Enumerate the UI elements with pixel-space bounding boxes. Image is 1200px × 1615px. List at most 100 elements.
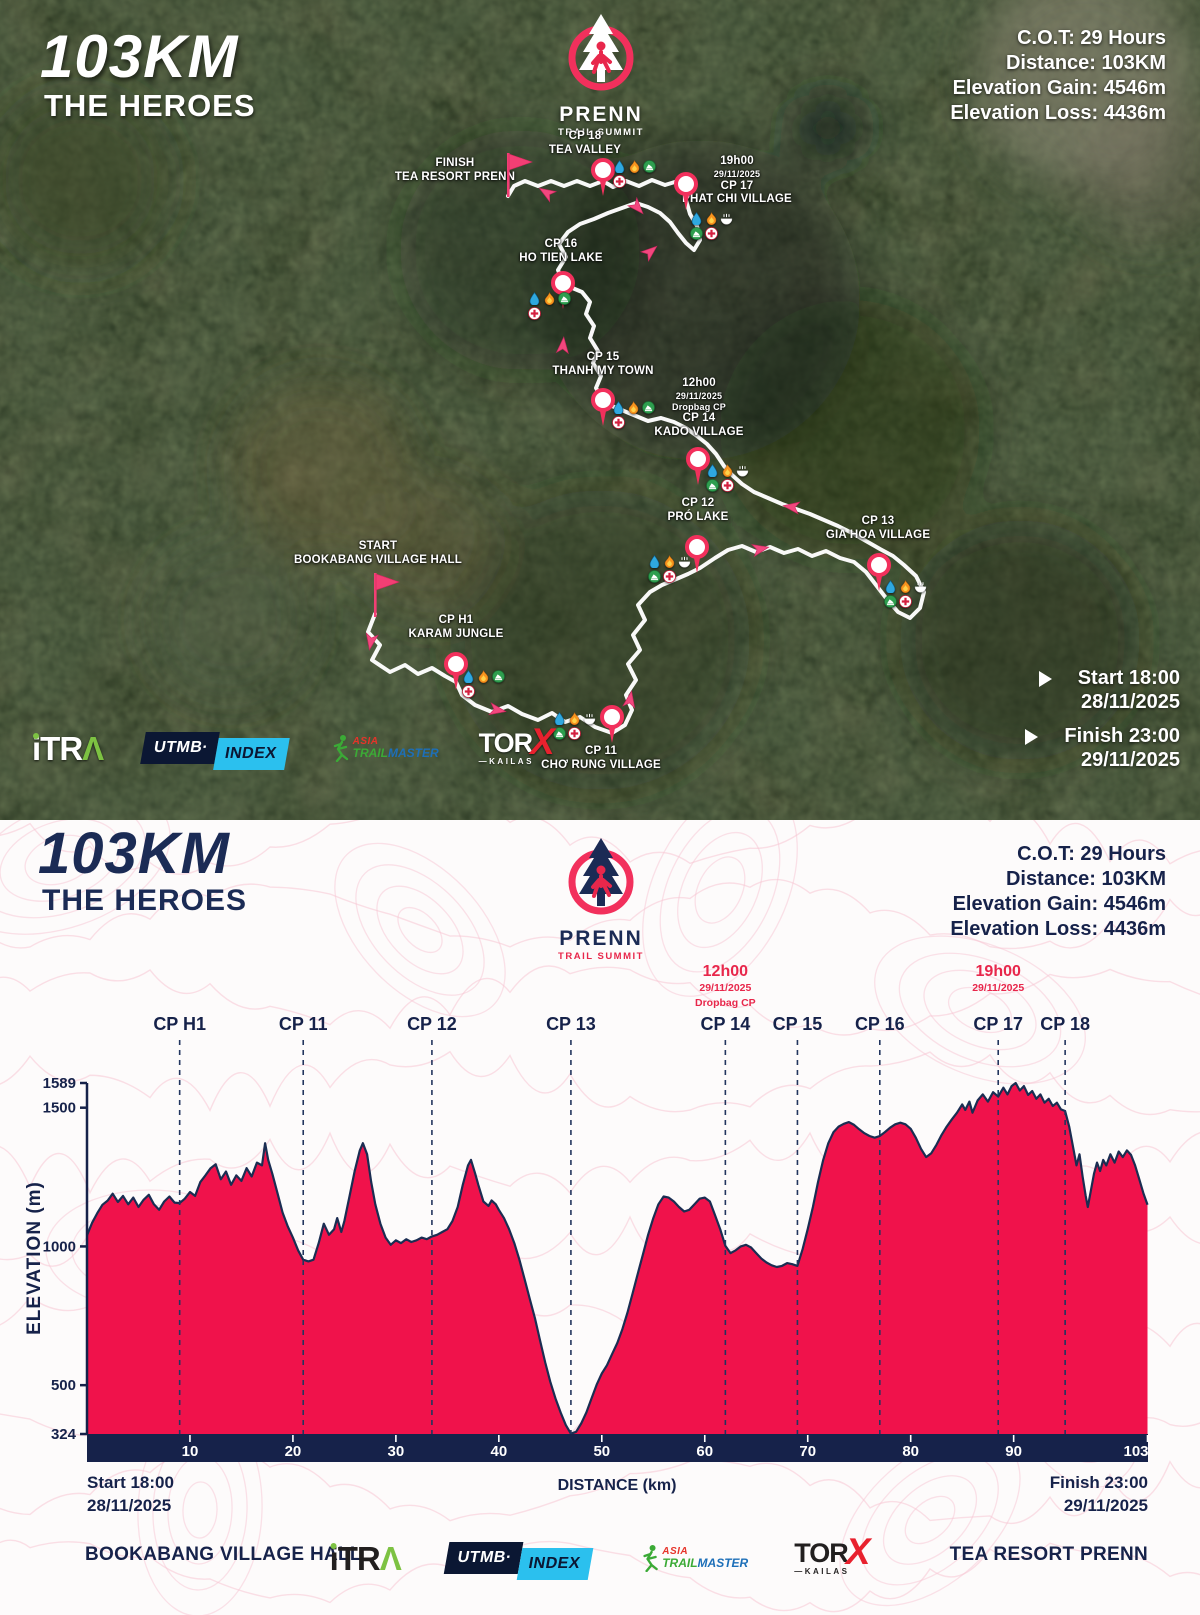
itra-text-a: Λ [82, 729, 104, 767]
map-race-name: THE HEROES [44, 88, 256, 123]
torx-row: TOR X [478, 723, 555, 760]
food-icon [900, 580, 911, 593]
checkpoint-pin [680, 447, 716, 494]
chart-cutoff-annotation: 29/11/2025 [972, 982, 1024, 994]
checkpoint-label-line: CHƠ RUNG VILLAGE [541, 758, 661, 771]
route-direction-arrow [626, 196, 644, 215]
logo-tagline: TRAIL SUMMIT [558, 951, 644, 962]
checkpoint-label-line: BOOKABANG VILLAGE HALL [294, 553, 462, 566]
x-axis-tick-label: 10 [182, 1443, 199, 1460]
water-icon [885, 580, 896, 593]
food-icon [664, 555, 675, 568]
utmb-text: UTMB· [140, 732, 221, 764]
map-checkpoint-label: FINISH TEA RESORT PRENN [395, 157, 515, 185]
index-text: INDEX [213, 738, 291, 770]
checkpoint-services [884, 580, 930, 608]
checkpoint-label-line: CP H1 [438, 614, 474, 626]
medic-icon [721, 479, 734, 492]
torx-kailas-logo: TOR X —KAILAS [794, 1533, 870, 1576]
utmb-text: UTMB· [443, 1542, 524, 1574]
atm-trail: TRAIL [352, 746, 388, 760]
event-logo-footer: PRENN TRAIL SUMMIT [541, 836, 661, 962]
map-checkpoint-label: CP 12 PRÓ LAKE [667, 497, 728, 525]
stat-line: C.O.T: 29 Hours [1017, 27, 1166, 49]
route-direction-arrow [782, 501, 801, 515]
stat-line: Elevation Gain: 4546m [952, 893, 1166, 915]
atm-trailmaster: TRAILMASTER [662, 1557, 748, 1569]
race-route-line [365, 178, 926, 735]
map-checkpoint-label: CP 16 HO TIEN LAKE [519, 238, 603, 266]
bowl-icon [678, 556, 691, 568]
y-axis-tick-label: 500 [51, 1377, 76, 1394]
route-direction-arrow [365, 632, 379, 651]
food-icon [569, 712, 580, 725]
finish-time-label: Finish 23:00 [1050, 1473, 1148, 1492]
water-icon [691, 212, 702, 225]
route-direction-arrow [751, 544, 770, 558]
checkpoint-label-line: 12h00 [682, 377, 716, 389]
y-axis-title: ELEVATION (m) [24, 1181, 45, 1335]
play-triangle-icon [1038, 671, 1052, 687]
start-venue-label: BOOKABANG VILLAGE HALL [85, 1544, 362, 1565]
medic-icon [663, 570, 676, 583]
food-icon [544, 292, 555, 305]
chart-checkpoint-label: CP 13 [546, 1014, 596, 1034]
utmb-index-logo: UTMB· INDEX [140, 732, 291, 770]
stat-line: Distance: 103KM [1005, 52, 1166, 74]
x-axis-tick-label: 103 [1123, 1443, 1148, 1460]
schedule-time: Finish 23:00 [1064, 725, 1180, 747]
play-triangle-icon [1025, 729, 1039, 745]
sponsor-logos-map: iTRΛ UTMB· INDEX ASIA TRAILMASTER TOR X —KAILAS [32, 723, 555, 770]
shoe-icon [884, 595, 897, 608]
checkpoint-services [690, 212, 736, 240]
checkpoint-label-line: CP 18 [568, 130, 602, 142]
chart-checkpoint-label: CP 11 [279, 1014, 328, 1034]
checkpoint-services [528, 292, 574, 320]
schedule-date: 29/11/2025 [1081, 749, 1180, 771]
medic-icon [899, 595, 912, 608]
checkpoint-services [613, 160, 659, 188]
checkpoint-label-line: 29/11/2025 [713, 168, 761, 179]
elevation-line [85, 1081, 1149, 1435]
chart-cutoff-annotation: Dropbag CP [695, 997, 756, 1009]
itra-dot [33, 732, 39, 739]
torx-x: X [530, 721, 555, 762]
x-axis-tick-label: 70 [799, 1443, 816, 1460]
prenn-logo-icon [568, 14, 634, 91]
medic-icon [462, 685, 475, 698]
stat-line: Elevation Gain: 4546m [952, 77, 1166, 99]
checkpoint-label-line: CP 13 [861, 515, 895, 527]
map-checkpoint-label: 12h00 29/11/2025 Dropbag CP CP 14 KADO VILLA… [654, 377, 743, 440]
itra-text-a: Λ [379, 1539, 402, 1577]
medic-icon [612, 416, 625, 429]
route-direction-arrow [538, 187, 558, 203]
checkpoint-label-line: CP 12 [681, 497, 715, 509]
shoe-icon [648, 570, 661, 583]
water-icon [463, 670, 474, 683]
checkpoint-pin [861, 553, 897, 600]
map-checkpoint-label: CP H1 KARAM JUNGLE [408, 614, 503, 642]
chart-checkpoint-label: CP 15 [773, 1014, 823, 1034]
food-icon [629, 160, 640, 173]
shoe-icon [553, 727, 566, 740]
food-icon [628, 401, 639, 414]
chart-checkpoint-label: CP 14 [701, 1014, 751, 1034]
checkpoint-services [612, 401, 658, 429]
checkpoint-pin [585, 158, 621, 205]
water-icon [614, 160, 625, 173]
itra-logo: iTRΛ [330, 1539, 402, 1577]
start-date-label: 28/11/2025 [87, 1496, 171, 1515]
checkpoint-label-line: HO TIEN LAKE [519, 251, 603, 264]
schedule-text: Start 18:00 28/11/2025 [1078, 666, 1180, 714]
race-stats-footer: C.O.T: 29 Hours Distance: 103KM Elevation … [950, 842, 1166, 942]
food-icon [478, 670, 489, 683]
schedule-row: Finish 23:00 29/11/2025 [1025, 724, 1180, 772]
itra-text: iTR [32, 729, 83, 767]
atm-text: ASIA TRAILMASTER [662, 1547, 748, 1570]
checkpoint-services [648, 555, 694, 583]
chart-checkpoint-label: CP 16 [855, 1014, 905, 1034]
torx-text: TOR [478, 728, 534, 758]
x-axis-tick-label: 90 [1005, 1443, 1022, 1460]
checkpoint-label-line: CP 17 [720, 179, 754, 192]
map-checkpoint-label: CP 13 GIA HOA VILLAGE [826, 515, 930, 543]
